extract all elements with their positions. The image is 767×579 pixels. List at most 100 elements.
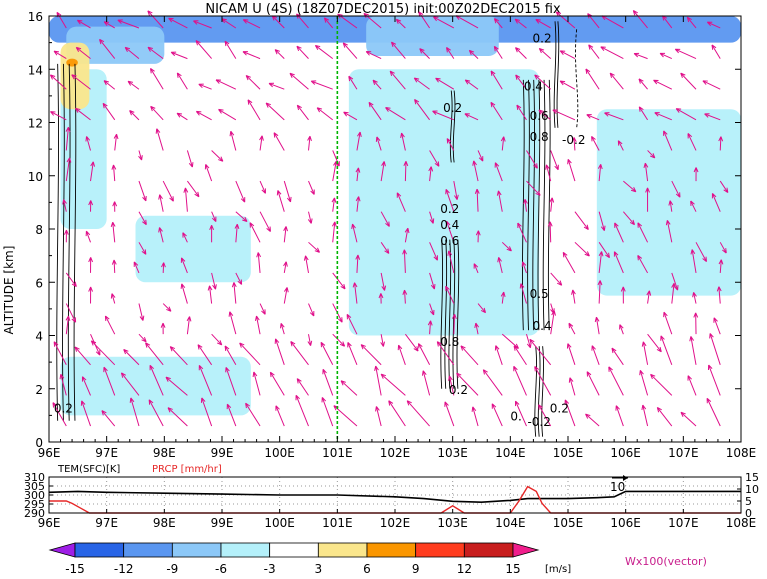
contour-label: 0. (510, 410, 521, 424)
wind-vector (186, 316, 192, 335)
wind-vector (235, 180, 246, 203)
y-tick-label: 16 (28, 10, 43, 24)
colorbar-label: 9 (412, 562, 420, 575)
wind-vector (169, 346, 188, 366)
y-tick-label: 4 (35, 330, 43, 344)
wind-vector (112, 201, 118, 212)
wind-vector (195, 40, 212, 59)
wind-vector (390, 41, 406, 59)
contour-line (547, 79, 551, 331)
wind-vector (204, 164, 213, 182)
contour-line (534, 346, 538, 437)
wind-vector (242, 19, 261, 29)
wind-vector (49, 74, 67, 90)
wind-vector (594, 316, 600, 335)
wind-vector (265, 102, 285, 121)
x-tick-label: 102E (380, 446, 411, 460)
wind-vector (375, 136, 382, 151)
wind-vector (559, 80, 576, 90)
contour-label: 0.2 (550, 402, 569, 416)
wind-vector (225, 367, 237, 396)
wind-vector (226, 403, 237, 427)
wind-vector (632, 10, 648, 29)
wind-vector (493, 45, 503, 59)
surface-x-tick-label: 97E (95, 516, 118, 530)
wind-vector (211, 150, 224, 162)
wind-vector (464, 79, 479, 90)
wind-vector (597, 280, 603, 304)
colorbar: -15 -12 -9 -6 -3 3 6 9 12 15 [m/s] (48, 542, 571, 576)
wind-vector (308, 241, 321, 253)
surface-x-tick-label: 102E (380, 516, 411, 530)
wind-vector (622, 211, 636, 226)
contour-label: 0.6 (440, 234, 459, 248)
contour-line (452, 239, 456, 389)
y-tick-label: 12 (28, 117, 43, 131)
wind-vector (475, 230, 481, 243)
wind-vector (429, 303, 435, 316)
wind-vector (168, 17, 188, 29)
wind-vector (110, 221, 116, 243)
wind-vector (209, 224, 215, 243)
wind-vector (215, 79, 237, 90)
shaded-region (596, 109, 741, 296)
wind-vector (88, 257, 94, 273)
wind-vector (538, 109, 552, 121)
wind-vector (646, 290, 652, 304)
wind-vector (600, 46, 624, 60)
wind-vector (308, 303, 315, 317)
wind-vector (148, 399, 164, 427)
wind-vector (273, 132, 285, 151)
y-tick-label: 8 (35, 223, 43, 237)
colorbar-label: -12 (114, 562, 134, 575)
tem-label: TEM(SFC)[K] (57, 464, 120, 475)
x-tick-label: 106E (610, 446, 641, 460)
wind-vector (693, 167, 699, 182)
wind-vector (397, 344, 406, 365)
surface-x-tick-label: 103E (437, 516, 468, 530)
wind-vector (76, 19, 91, 29)
wind-vector (680, 411, 697, 427)
wind-vector (355, 196, 361, 212)
wind-vector (323, 17, 334, 29)
wind-vector (81, 376, 91, 396)
wind-vector (447, 250, 455, 274)
wind-vector (562, 251, 576, 274)
wind-vector (675, 108, 697, 121)
x-tick-label: 107E (668, 446, 699, 460)
prcp-tick-label: 10 (745, 483, 759, 496)
wind-vector (501, 241, 512, 252)
wind-vector (406, 400, 430, 427)
wind-vector (456, 372, 479, 396)
x-tick-label: 101E (322, 446, 353, 460)
wind-vector (473, 263, 479, 274)
colorbar-unit: [m/s] (545, 564, 571, 575)
wind-vector (65, 272, 77, 288)
wind-vector (588, 44, 600, 59)
wind-vector (421, 370, 431, 396)
wind-vector (564, 399, 576, 427)
wind-vector (378, 293, 384, 304)
wind-vector (133, 261, 140, 274)
wind-vector (663, 311, 673, 335)
colorbar-extend-high (512, 542, 540, 558)
contour-line-negative (575, 29, 579, 128)
wind-vector (665, 220, 673, 243)
wind-vector (59, 373, 67, 396)
x-tick-label: 96E (38, 446, 61, 460)
wind-vector (517, 222, 527, 243)
wind-vector (615, 405, 624, 427)
colorbar-box (463, 542, 514, 558)
colorbar-label: 12 (457, 562, 472, 575)
wind-vector (494, 345, 503, 365)
wind-vector (176, 112, 188, 121)
contour-label: 0.2 (533, 32, 552, 46)
wind-vector (138, 303, 145, 321)
wind-vector (150, 67, 164, 90)
wind-vector (654, 112, 672, 121)
colorbar-box (123, 542, 173, 558)
wind-vector (574, 211, 589, 231)
wind-vector (365, 51, 382, 60)
wind-vector (429, 242, 438, 261)
wind-vector (198, 364, 213, 396)
